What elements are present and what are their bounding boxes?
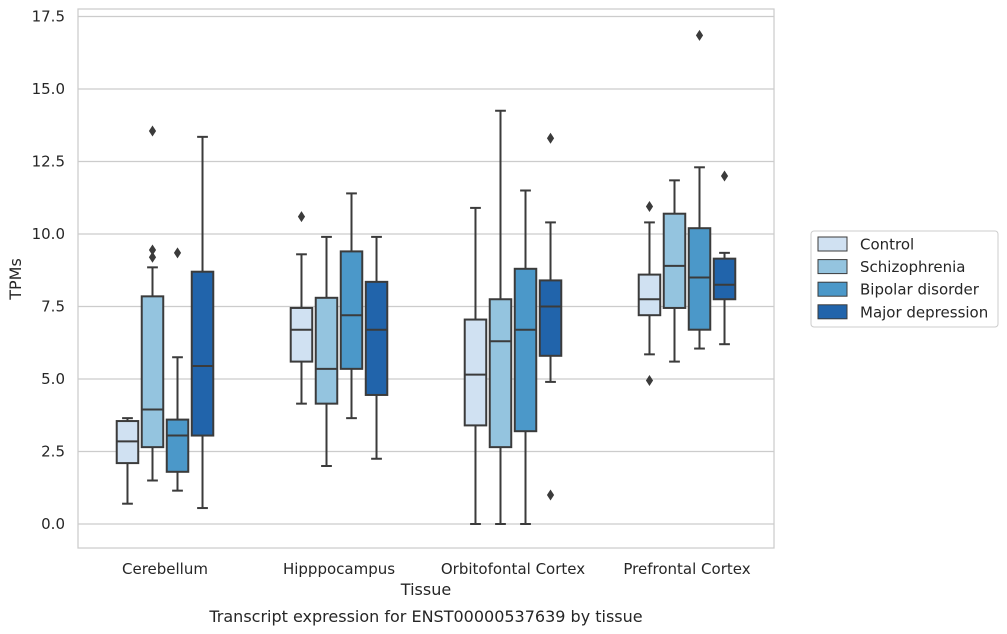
y-tick-label: 2.5 bbox=[41, 443, 65, 461]
x-axis-label: Tissue bbox=[400, 580, 451, 599]
plot-frame bbox=[77, 8, 775, 549]
x-tick-label: Orbitofontal Cortex bbox=[441, 560, 585, 578]
x-axis-ticks: Cerebellum Hipppocampus Orbitofontal Corte… bbox=[122, 560, 751, 578]
y-axis-label: TPMs bbox=[6, 258, 25, 301]
iqr-box bbox=[314, 296, 339, 405]
outlier-marker bbox=[695, 29, 704, 41]
box-schizophrenia bbox=[314, 235, 339, 467]
legend-swatch bbox=[817, 259, 848, 275]
y-axis-ticks: 0.0 2.5 5.0 7.5 10.0 12.5 15.0 17.5 bbox=[32, 8, 65, 534]
y-tick-label: 12.5 bbox=[32, 153, 65, 171]
box-control bbox=[115, 417, 140, 505]
iqr-box bbox=[637, 273, 662, 317]
iqr-box bbox=[289, 306, 314, 363]
box-bipolar-disorder bbox=[513, 189, 538, 525]
iqr-box bbox=[513, 267, 538, 433]
x-tick-label: Hipppocampus bbox=[283, 560, 395, 578]
legend-swatch bbox=[817, 236, 848, 252]
outlier-marker bbox=[148, 125, 157, 137]
outlier-marker bbox=[645, 374, 654, 386]
iqr-box bbox=[538, 279, 563, 357]
legend-label: Control bbox=[860, 236, 914, 254]
box-major-depression bbox=[538, 132, 563, 501]
outlier-marker bbox=[546, 489, 555, 501]
outlier-marker bbox=[148, 244, 157, 256]
outlier-marker bbox=[720, 170, 729, 182]
box-control bbox=[463, 206, 488, 525]
box-plot-series bbox=[115, 29, 737, 525]
iqr-box bbox=[662, 212, 687, 309]
iqr-box bbox=[687, 227, 712, 331]
iqr-box bbox=[339, 250, 364, 370]
box-major-depression bbox=[190, 135, 215, 510]
iqr-box bbox=[364, 280, 389, 396]
outlier-marker bbox=[148, 251, 157, 263]
box-control bbox=[637, 200, 662, 386]
legend-label: Schizophrenia bbox=[860, 258, 965, 276]
y-tick-label: 5.0 bbox=[41, 370, 65, 388]
iqr-box bbox=[165, 418, 190, 473]
box-schizophrenia bbox=[662, 179, 687, 363]
iqr-box bbox=[488, 298, 513, 449]
legend-swatch bbox=[817, 281, 848, 297]
legend-label: Bipolar disorder bbox=[860, 281, 980, 299]
iqr-box bbox=[463, 318, 488, 427]
y-tick-label: 15.0 bbox=[32, 80, 65, 98]
box-major-depression bbox=[712, 170, 737, 346]
box-bipolar-disorder bbox=[339, 192, 364, 420]
box-control bbox=[289, 211, 314, 405]
legend-frame bbox=[810, 230, 999, 328]
y-tick-label: 0.0 bbox=[41, 515, 65, 533]
outlier-marker bbox=[173, 247, 182, 259]
box-schizophrenia bbox=[488, 109, 513, 525]
box-bipolar-disorder bbox=[687, 29, 712, 350]
legend-label: Major depression bbox=[860, 303, 988, 321]
iqr-box bbox=[140, 295, 165, 449]
y-tick-label: 10.0 bbox=[32, 225, 65, 243]
chart-caption: Transcript expression for ENST0000053763… bbox=[208, 607, 642, 626]
outlier-marker bbox=[297, 211, 306, 223]
y-tick-label: 7.5 bbox=[41, 298, 65, 316]
legend-swatch bbox=[817, 304, 848, 320]
iqr-box bbox=[712, 257, 737, 301]
y-tick-label: 17.5 bbox=[32, 8, 65, 26]
box-schizophrenia bbox=[140, 125, 165, 482]
x-tick-label: Prefrontal Cortex bbox=[623, 560, 750, 578]
outlier-marker bbox=[546, 132, 555, 144]
box-major-depression bbox=[364, 235, 389, 460]
x-tick-label: Cerebellum bbox=[122, 560, 208, 578]
legend: Control Schizophrenia Bipolar disorder Majo… bbox=[810, 230, 999, 328]
box-bipolar-disorder bbox=[165, 247, 190, 492]
iqr-box bbox=[190, 270, 215, 437]
outlier-marker bbox=[645, 200, 654, 212]
